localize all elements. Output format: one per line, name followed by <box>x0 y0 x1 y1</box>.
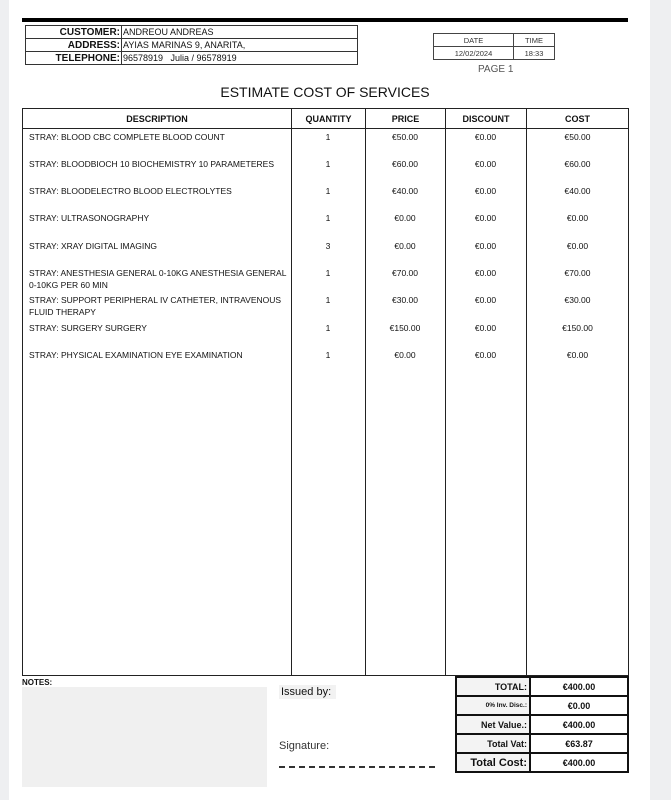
col-quantity: QUANTITY <box>291 108 366 129</box>
customer-info: CUSTOMER: ANDREOU ANDREAS ADDRESS: AYIAS M… <box>25 25 358 65</box>
cell-discount: €0.00 <box>474 132 497 142</box>
telephone-label: TELEPHONE: <box>25 51 122 65</box>
page-number: PAGE 1 <box>478 64 514 75</box>
cell-description: STRAY: PHYSICAL EXAMINATION EYE EXAMINAT… <box>29 350 243 360</box>
cell-quantity: 1 <box>325 268 331 278</box>
table-row: STRAY: BLOOD CBC COMPLETE BLOOD COUNT 1 €5… <box>22 131 629 143</box>
totals-table: TOTAL: €400.00 0% Inv. Disc.: €0.00 Net Va… <box>455 676 629 773</box>
cell-cost: €60.00 <box>564 159 591 169</box>
issued-by-label: Issued by: <box>279 685 336 699</box>
notes-label: NOTES: <box>22 678 53 687</box>
total-vat-label: Total Vat: <box>455 733 531 754</box>
col-discount: DISCOUNT <box>445 108 527 129</box>
cell-price: €0.00 <box>394 241 416 251</box>
cell-quantity: 1 <box>325 350 331 360</box>
time-value: 18:33 <box>513 46 555 60</box>
cell-price: €70.00 <box>392 268 418 278</box>
cell-cost: €0.00 <box>566 350 589 360</box>
address-label: ADDRESS: <box>25 38 122 52</box>
invoice-discount-value: €0.00 <box>529 695 629 716</box>
col-description: DESCRIPTION <box>22 108 292 129</box>
col-price: PRICE <box>365 108 446 129</box>
date-value: 12/02/2024 <box>433 46 514 60</box>
cell-quantity: 1 <box>325 159 331 169</box>
cell-quantity: 3 <box>325 241 331 251</box>
total-cost-label: Total Cost: <box>455 752 531 773</box>
table-row: STRAY: XRAY DIGITAL IMAGING 3 €0.00 €0.00 €0… <box>22 240 629 252</box>
date-label: DATE <box>433 33 514 47</box>
cell-discount: €0.00 <box>474 213 497 223</box>
cell-quantity: 1 <box>325 213 331 223</box>
table-row: STRAY: ULTRASONOGRAPHY 1 €0.00 €0.00 €0.00 <box>22 212 629 224</box>
cell-discount: €0.00 <box>474 159 497 169</box>
cell-discount: €0.00 <box>474 295 497 305</box>
customer-address: AYIAS MARINAS 9, ANARITA, <box>121 38 358 52</box>
cell-cost: €150.00 <box>562 323 593 333</box>
cell-discount: €0.00 <box>474 268 497 278</box>
cell-discount: €0.00 <box>474 323 497 333</box>
cell-description: STRAY: ULTRASONOGRAPHY <box>29 213 150 223</box>
cell-price: €0.00 <box>394 350 416 360</box>
notes-field[interactable] <box>22 687 267 787</box>
cell-cost: €30.00 <box>564 295 591 305</box>
cell-price: €40.00 <box>392 186 418 196</box>
document-title: ESTIMATE COST OF SERVICES <box>220 84 430 100</box>
cell-description: STRAY: BLOODBIOCH 10 BIOCHEMISTRY 10 PAR… <box>29 159 274 169</box>
cell-discount: €0.00 <box>474 241 497 251</box>
net-value: €400.00 <box>529 714 629 735</box>
table-row: STRAY: BLOODELECTRO BLOOD ELECTROLYTES 1 €… <box>22 185 629 197</box>
cell-discount: €0.00 <box>474 186 497 196</box>
cell-quantity: 1 <box>325 132 331 142</box>
table-row: STRAY: PHYSICAL EXAMINATION EYE EXAMINAT… <box>22 349 629 361</box>
date-time-box: DATE TIME 12/02/2024 18:33 <box>433 33 555 60</box>
cell-quantity: 1 <box>325 186 331 196</box>
total-vat-value: €63.87 <box>529 733 629 754</box>
cell-cost: €50.00 <box>564 132 591 142</box>
signature-line <box>279 766 435 768</box>
cell-description: STRAY: SURGERY SURGERY <box>29 323 147 333</box>
table-row: STRAY: SURGERY SURGERY 1 €150.00 €0.00 €150.… <box>22 322 629 334</box>
invoice-discount-label: 0% Inv. Disc.: <box>455 695 531 716</box>
cell-price: €30.00 <box>392 295 418 305</box>
cell-cost: €0.00 <box>566 241 589 251</box>
total-value: €400.00 <box>529 676 629 697</box>
cell-description: STRAY: BLOOD CBC COMPLETE BLOOD COUNT <box>29 132 225 142</box>
cell-quantity: 1 <box>325 323 331 333</box>
col-cost: COST <box>526 108 629 129</box>
total-label: TOTAL: <box>455 676 531 697</box>
total-cost-value: €400.00 <box>529 752 629 773</box>
net-value-label: Net Value.: <box>455 714 531 735</box>
cell-cost: €70.00 <box>564 268 591 278</box>
items-table: DESCRIPTION QUANTITY PRICE DISCOUNT COST <box>22 108 629 676</box>
cell-price: €50.00 <box>392 132 418 142</box>
cell-price: €60.00 <box>392 159 418 169</box>
customer-telephone: 96578919 Julia / 96578919 <box>121 51 358 65</box>
cell-description: STRAY: ANESTHESIA GENERAL 0-10KG ANESTHE… <box>29 268 287 290</box>
cell-discount: €0.00 <box>474 350 497 360</box>
cell-description: STRAY: BLOODELECTRO BLOOD ELECTROLYTES <box>29 186 232 196</box>
table-row: STRAY: ANESTHESIA GENERAL 0-10KG ANESTHE… <box>22 267 629 291</box>
cell-description: STRAY: SUPPORT PERIPHERAL IV CATHETER, I… <box>29 295 282 317</box>
cell-quantity: 1 <box>325 295 331 305</box>
cell-description: STRAY: XRAY DIGITAL IMAGING <box>29 241 157 251</box>
cell-cost: €0.00 <box>566 213 589 223</box>
customer-name: ANDREOU ANDREAS <box>121 25 358 39</box>
table-row: STRAY: BLOODBIOCH 10 BIOCHEMISTRY 10 PAR… <box>22 158 629 170</box>
cell-price: €0.00 <box>394 213 416 223</box>
cell-price: €150.00 <box>389 323 421 333</box>
table-row: STRAY: SUPPORT PERIPHERAL IV CATHETER, I… <box>22 294 629 318</box>
cell-cost: €40.00 <box>564 186 591 196</box>
signature-label: Signature: <box>279 740 330 752</box>
header-rule <box>22 18 628 22</box>
time-label: TIME <box>513 33 555 47</box>
customer-label: CUSTOMER: <box>25 25 122 39</box>
